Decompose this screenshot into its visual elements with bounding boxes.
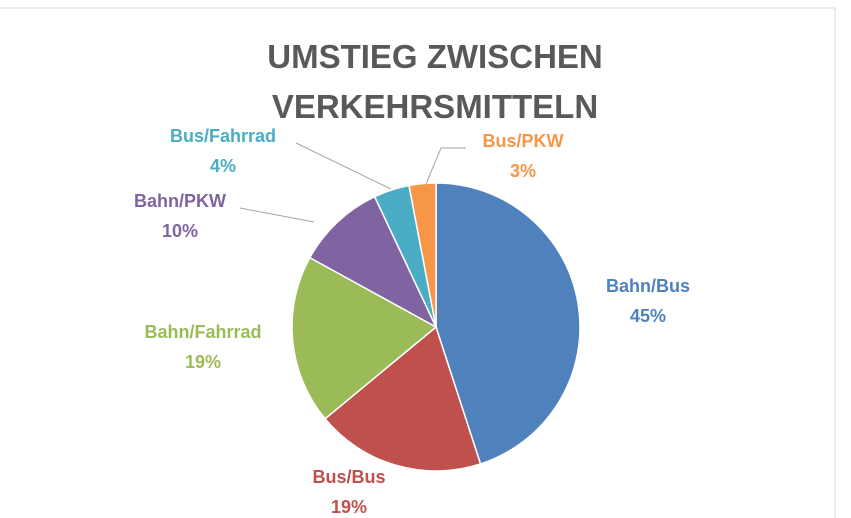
slice-value: 4% <box>210 156 236 176</box>
slice-value: 10% <box>162 221 198 241</box>
slice-label: Bus/Fahrrad <box>170 126 276 146</box>
chart-title: UMSTIEG ZWISCHEN VERKEHRSMITTELN <box>267 38 603 125</box>
slice-value: 3% <box>510 161 536 181</box>
pie-slice <box>408 182 437 328</box>
slice-value: 19% <box>185 352 221 372</box>
pie-slice <box>323 325 482 472</box>
slice-label: Bahn/Fahrrad <box>144 322 261 342</box>
slice-value: 45% <box>630 306 666 326</box>
slice-value: 19% <box>331 497 367 517</box>
leader-line <box>239 207 315 223</box>
leader-line <box>425 147 466 185</box>
slice-label: Bus/Bus <box>312 467 385 487</box>
slice-label: Bahn/Bus <box>606 276 690 296</box>
slice-label: Bus/PKW <box>483 131 564 151</box>
pie-slice <box>308 195 438 329</box>
slice-label: Bahn/PKW <box>134 191 226 211</box>
leader-line <box>295 142 392 190</box>
pie-slice <box>435 182 581 465</box>
pie-slice <box>291 256 438 420</box>
